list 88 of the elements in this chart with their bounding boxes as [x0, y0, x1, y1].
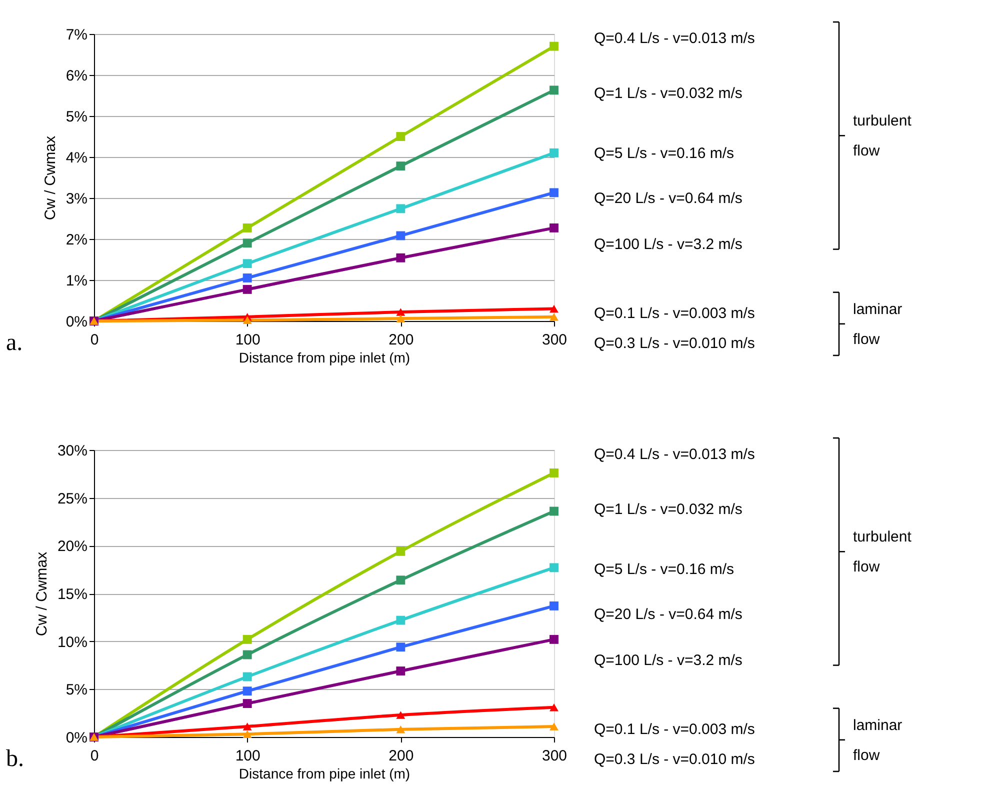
y-tick-label: 5%	[66, 108, 88, 126]
point	[550, 304, 558, 313]
point	[396, 642, 406, 652]
point	[550, 703, 558, 712]
text: Q=0.3 L/s - v=0.010 m/s	[594, 751, 755, 768]
text: Q=20 L/s - v=0.64 m/s	[594, 606, 742, 623]
text: turbulent flow	[853, 112, 912, 160]
point	[550, 86, 558, 95]
point	[550, 188, 558, 198]
y-axis-title: Cw / Cwmax	[33, 551, 50, 636]
point	[396, 666, 406, 676]
x-tick-label: 100	[235, 332, 260, 348]
y-tick-label: 30%	[57, 442, 88, 460]
y-tick-label: 4%	[66, 150, 88, 166]
point	[396, 576, 406, 585]
point	[396, 314, 406, 322]
x-axis-title: Distance from pipe inlet (m)	[238, 350, 410, 366]
x-tick-label: 300	[542, 748, 568, 764]
text: Q=5 L/s - v=0.16 m/s	[594, 145, 734, 162]
point	[550, 42, 558, 51]
x-tick-label: 100	[235, 748, 260, 764]
point	[242, 699, 252, 708]
point	[550, 722, 558, 730]
text: Q=100 L/s - v=3.2 m/s	[594, 652, 742, 670]
y-tick-label: 0%	[66, 730, 88, 746]
text: turbulent flow	[853, 528, 912, 576]
point	[242, 316, 252, 324]
text: Q=5 L/s - v=0.16 m/s	[594, 561, 734, 578]
point	[242, 284, 252, 294]
point	[396, 711, 406, 719]
text: Q=100 L/s - v=3.2 m/s	[594, 236, 742, 254]
point	[242, 259, 252, 268]
y-tick-label: 20%	[57, 538, 88, 556]
point	[396, 162, 406, 170]
point	[550, 313, 558, 321]
point	[242, 650, 252, 660]
text: Q=0.4 L/s - v=0.013 m/s	[594, 446, 755, 464]
point	[550, 634, 558, 644]
point	[396, 231, 406, 240]
text: laminar flow	[853, 300, 902, 348]
point	[550, 563, 558, 572]
text: Q=0.4 L/s - v=0.013 m/s	[594, 30, 755, 48]
y-tick-label: 25%	[57, 490, 88, 508]
point	[242, 730, 252, 738]
point	[242, 672, 252, 682]
text: Q=0.3 L/s - v=0.010 m/s	[594, 335, 755, 352]
y-tick-label: 0%	[66, 314, 88, 330]
y-tick-label: 15%	[57, 586, 88, 603]
text: Q=1 L/s - v=0.032 m/s	[594, 85, 742, 102]
text: laminar flow	[853, 716, 902, 764]
x-tick-label: 0	[90, 332, 99, 348]
x-tick-label: 200	[388, 748, 414, 764]
point	[396, 546, 406, 556]
x-tick-label: 200	[388, 332, 414, 348]
y-tick-label: 7%	[66, 26, 88, 44]
point	[242, 223, 252, 232]
y-tick-label: 10%	[57, 634, 88, 651]
point	[396, 204, 406, 214]
x-tick-label: 0	[90, 748, 99, 764]
point	[242, 722, 252, 730]
point	[396, 616, 406, 625]
y-tick-label: 5%	[66, 682, 88, 699]
point	[550, 601, 558, 610]
point	[242, 238, 252, 248]
point	[550, 223, 558, 232]
text: b.	[6, 746, 24, 772]
x-tick-label: 300	[542, 332, 568, 348]
text: Q=1 L/s - v=0.032 m/s	[594, 501, 742, 518]
text: Q=0.1 L/s - v=0.003 m/s	[594, 304, 755, 322]
point	[242, 686, 252, 696]
y-tick-label: 6%	[66, 68, 88, 84]
y-tick-label: 2%	[66, 232, 88, 248]
point	[550, 506, 558, 516]
point	[396, 253, 406, 262]
point	[396, 132, 406, 141]
y-tick-label: 3%	[66, 190, 88, 208]
point	[550, 148, 558, 158]
point	[242, 634, 252, 644]
point	[396, 308, 406, 316]
text: a.	[6, 330, 23, 356]
text: Q=0.1 L/s - v=0.003 m/s	[594, 720, 755, 738]
point	[242, 273, 252, 282]
y-axis-title: Cw / Cwmax	[42, 135, 59, 220]
point	[396, 725, 406, 734]
point	[550, 468, 558, 478]
text: Q=20 L/s - v=0.64 m/s	[594, 190, 742, 207]
y-tick-label: 1%	[66, 272, 88, 290]
x-axis-title: Distance from pipe inlet (m)	[238, 766, 410, 782]
